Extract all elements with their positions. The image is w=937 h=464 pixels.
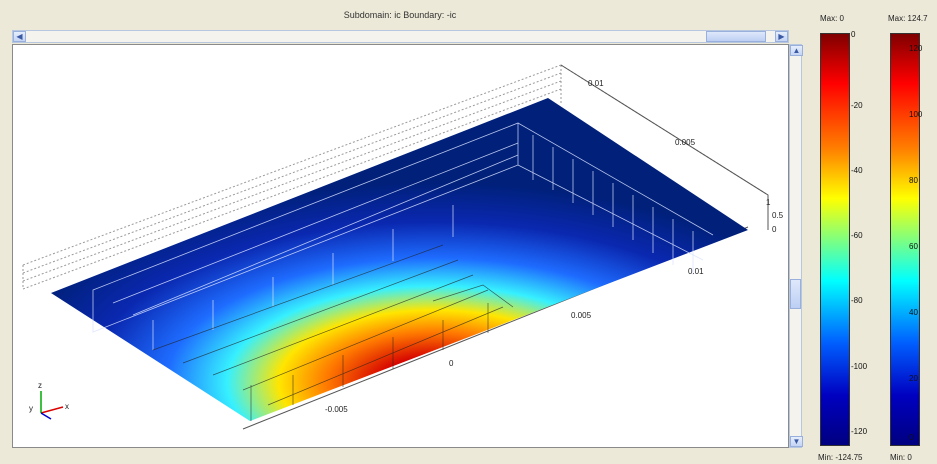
colorbar-left-gradient [821, 34, 849, 445]
triad-y-axis [40, 412, 52, 420]
z-tick-label: 0.5 [772, 211, 784, 220]
colorbar-right-tick: 40 [909, 308, 918, 317]
x-tick-label: 0 [449, 359, 454, 368]
colorbar-right-tick: 60 [909, 242, 918, 251]
colorbar-right-tick: 20 [909, 374, 918, 383]
colorbar-left-tick: -120 [851, 427, 868, 436]
heated-plate [51, 98, 748, 421]
triad-x-label: x [65, 402, 69, 411]
colorbar-left-tick: -100 [851, 362, 868, 371]
x-tick-label: -0.005 [325, 405, 348, 414]
z-tick-label: 1 [766, 198, 771, 207]
conductor-outlines [92, 122, 714, 350]
plot-canvas[interactable]: -0.005 0 0.005 0.01 0.01 0.005 0 0.5 1 x… [12, 44, 789, 448]
colorbar-right-gradient [891, 34, 919, 445]
horizontal-scroll-thumb[interactable] [706, 31, 766, 42]
z-tick-label: 0 [772, 225, 777, 234]
colorbar-right [890, 33, 920, 446]
x-tick-label: 0.005 [571, 311, 592, 320]
colorbar-left-max: Max: 0 [820, 14, 845, 23]
triad-y-label: y [29, 404, 33, 413]
colorbar-right-min: Min: 0 [890, 453, 912, 462]
y-tick-label: 0.005 [675, 138, 696, 147]
colorbar-right-tick: 0 [909, 433, 914, 442]
colorbar-right-max: Max: 124.7 [888, 14, 928, 23]
colorbar-left-tick: -40 [851, 166, 863, 175]
colorbar-left-tick: -80 [851, 296, 863, 305]
scroll-up-button[interactable]: ▲ [790, 45, 803, 56]
colorbar-left-tick: 0 [851, 30, 856, 39]
y-tick-label: 0.01 [588, 79, 604, 88]
colorbar-left [820, 33, 850, 446]
triad-x-axis [40, 406, 64, 414]
scroll-down-button[interactable]: ▼ [790, 436, 803, 447]
colorbar-left-tick: -60 [851, 231, 863, 240]
colorbar-left-min: Min: -124.75 [818, 453, 863, 462]
scroll-left-button[interactable]: ◀ [13, 31, 26, 42]
colorbar-right-tick: 80 [909, 176, 918, 185]
vertical-scrollbar[interactable]: ▲ ▼ [789, 44, 803, 448]
vertical-scroll-thumb[interactable] [790, 279, 801, 309]
plot-3d-view: -0.005 0 0.005 0.01 0.01 0.005 0 0.5 1 x… [22, 64, 784, 430]
plot-title: Subdomain: ic Boundary: -ic [343, 10, 457, 20]
colorbar-right-tick: 120 [909, 44, 923, 53]
x-tick-label: 0.01 [688, 267, 704, 276]
horizontal-scrollbar[interactable]: ◀ ▶ [12, 30, 789, 43]
scroll-right-button[interactable]: ▶ [775, 31, 788, 42]
axis-triad: x y z [29, 381, 69, 420]
conductor-edges [152, 244, 514, 421]
colorbar-left-tick: -20 [851, 101, 863, 110]
colorbar-right-tick: 100 [909, 110, 923, 119]
triad-z-label: z [38, 381, 42, 390]
